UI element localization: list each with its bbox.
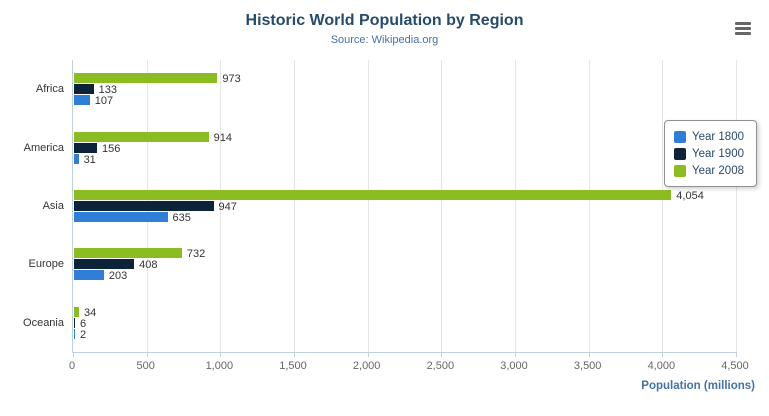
bar-value-label: 133 bbox=[98, 84, 117, 97]
legend-swatch-icon bbox=[673, 164, 686, 177]
axis-tick bbox=[146, 352, 148, 357]
bar-value-label: 635 bbox=[172, 212, 191, 224]
legend-label: Year 1900 bbox=[691, 147, 744, 160]
axis-tick bbox=[220, 352, 222, 357]
x-tick-label: 3,500 bbox=[573, 360, 602, 372]
bar-value-label: 4,054 bbox=[676, 190, 704, 202]
category-label: America bbox=[23, 141, 64, 154]
bar-year-1900-africa[interactable] bbox=[74, 84, 94, 95]
legend-swatch-icon bbox=[673, 130, 686, 143]
bar-value-label: 732 bbox=[186, 248, 206, 261]
bar-year-2008-europe[interactable] bbox=[74, 248, 182, 259]
category-label: Africa bbox=[35, 83, 64, 96]
legend: Year 1800 Year 1900 Year 2008 bbox=[663, 120, 757, 187]
axis-tick bbox=[367, 352, 369, 357]
chart-title: Historic World Population by Region bbox=[245, 12, 524, 29]
x-tick-label: 4,500 bbox=[721, 360, 749, 372]
category-label: Asia bbox=[42, 200, 64, 212]
bar-year-2008-america[interactable] bbox=[74, 131, 209, 142]
x-tick-label: 0 bbox=[68, 360, 76, 372]
chart-subtitle: Source: Wikipedia.org bbox=[330, 34, 439, 46]
x-tick-label: 4,000 bbox=[647, 360, 676, 372]
x-tick-label: 3,000 bbox=[500, 360, 528, 372]
gridline bbox=[441, 60, 443, 352]
gridline bbox=[736, 60, 737, 352]
gridline bbox=[515, 60, 516, 352]
bar-value-label: 107 bbox=[94, 95, 114, 108]
x-tick-label: 2,500 bbox=[426, 360, 455, 372]
x-tick-label: 500 bbox=[136, 360, 155, 372]
bar-value-label: 973 bbox=[222, 73, 241, 86]
legend-label: Year 2008 bbox=[691, 164, 744, 177]
bar-value-label: 203 bbox=[108, 270, 128, 283]
legend-item-year-1800[interactable]: Year 1800 bbox=[673, 128, 744, 145]
axis-tick bbox=[662, 352, 664, 357]
bar-value-label: 31 bbox=[83, 153, 96, 166]
legend-item-year-1900[interactable]: Year 1900 bbox=[673, 145, 744, 162]
legend-swatch-icon bbox=[673, 147, 686, 160]
gridline bbox=[367, 60, 369, 352]
bar-year-2008-asia[interactable] bbox=[74, 190, 672, 200]
x-tick-label: 2,000 bbox=[352, 360, 381, 372]
axis-tick bbox=[736, 352, 737, 357]
bar-year-1900-america[interactable] bbox=[74, 142, 97, 153]
gridline bbox=[662, 60, 664, 352]
axis-tick bbox=[515, 352, 516, 357]
bar-value-label: 947 bbox=[218, 201, 237, 213]
bar-value-label: 408 bbox=[139, 259, 158, 272]
bar-year-2008-africa[interactable] bbox=[74, 73, 218, 84]
legend-label: Year 1800 bbox=[691, 130, 744, 143]
legend-item-year-2008[interactable]: Year 2008 bbox=[673, 162, 744, 179]
bar-value-label: 34 bbox=[84, 306, 97, 319]
bar-year-1800-asia[interactable] bbox=[74, 212, 168, 222]
bar-value-label: 2 bbox=[80, 328, 87, 341]
bar-year-1800-europe[interactable] bbox=[74, 270, 104, 281]
bar-year-1800-america[interactable] bbox=[74, 153, 79, 164]
bar-value-label: 156 bbox=[101, 142, 121, 155]
bar-year-2008-oceania[interactable] bbox=[74, 306, 79, 317]
x-tick-label: 1,000 bbox=[205, 360, 234, 372]
gridline bbox=[220, 60, 222, 352]
gridline bbox=[294, 60, 295, 352]
chart-menu-button[interactable] bbox=[731, 18, 755, 38]
bar-value-label: 914 bbox=[213, 131, 233, 144]
axis-tick bbox=[588, 352, 590, 357]
axis-tick bbox=[294, 352, 295, 357]
x-tick-label: 1,500 bbox=[279, 360, 307, 372]
x-axis-title: Population (millions) bbox=[641, 380, 755, 392]
axis-tick bbox=[73, 352, 74, 357]
bar-value-label: 6 bbox=[80, 317, 87, 330]
bar-year-1900-oceania[interactable] bbox=[74, 317, 75, 328]
plot-area: 973 133 107 914 156 31 4,054 947 635 732 408 203 34 6… bbox=[72, 60, 737, 357]
bar-year-1900-europe[interactable] bbox=[74, 259, 135, 270]
category-label: Europe bbox=[28, 258, 64, 271]
bar-year-1900-asia[interactable] bbox=[74, 201, 214, 211]
axis-tick bbox=[441, 352, 443, 357]
gridline bbox=[588, 60, 590, 352]
hamburger-icon bbox=[735, 20, 751, 37]
bar-year-1800-africa[interactable] bbox=[74, 95, 90, 106]
category-label: Oceania bbox=[23, 316, 64, 329]
bar-year-1800-oceania[interactable] bbox=[74, 328, 75, 339]
